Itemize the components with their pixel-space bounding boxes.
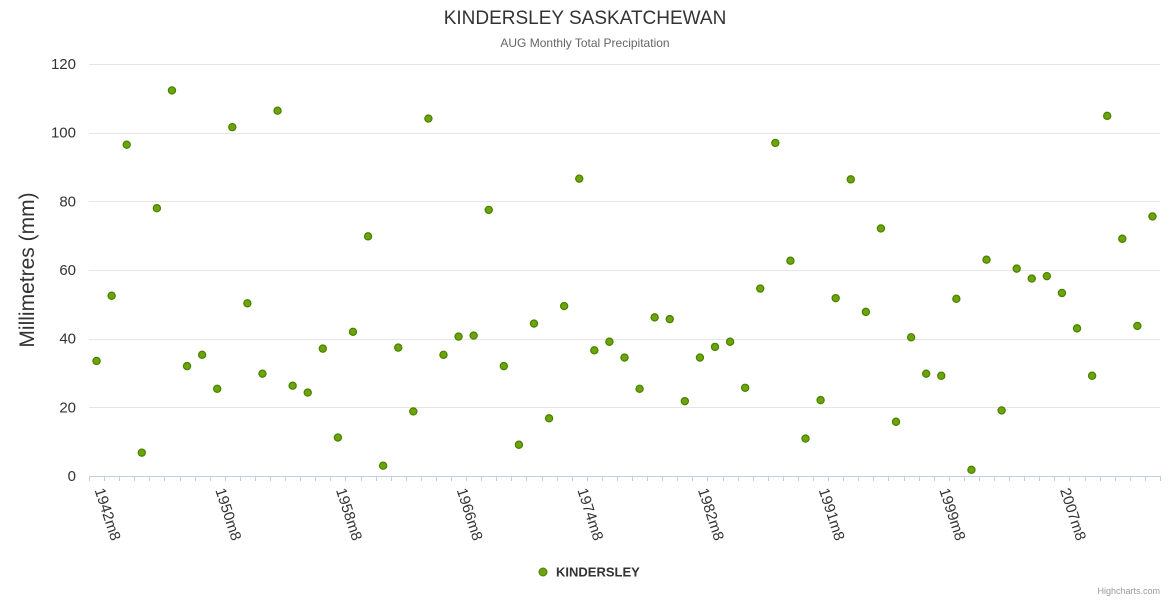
data-point[interactable] [1133,321,1142,331]
data-point[interactable] [213,384,222,393]
data-point[interactable] [725,337,735,346]
data-point[interactable] [997,406,1006,415]
data-point[interactable] [167,86,177,95]
data-point[interactable] [92,356,101,366]
y-tick-label: 100 [51,125,76,142]
data-point[interactable] [228,122,237,132]
data-point[interactable] [559,301,569,311]
data-point[interactable] [137,448,146,457]
data-point[interactable] [876,224,886,233]
data-point[interactable] [740,383,750,392]
data-point[interactable] [861,307,871,317]
data-point[interactable] [152,203,162,213]
chart-title: KINDERSLEY SASKATCHEWAN [444,8,727,29]
data-point[interactable] [846,175,855,184]
data-point[interactable] [982,255,991,264]
data-point[interactable] [499,361,509,371]
data-point[interactable] [258,369,267,378]
data-point[interactable] [273,106,282,115]
data-point[interactable] [1012,264,1021,273]
chart-subtitle: AUG Monthly Total Precipitation [500,36,669,50]
data-point[interactable] [891,417,901,426]
data-point[interactable] [937,371,946,380]
data-point[interactable] [1118,234,1127,243]
y-axis-tick-labels: 0 20 40 60 80 100 120 [51,56,76,485]
data-point[interactable] [454,332,463,341]
data-point[interactable] [952,294,961,304]
legend-marker-icon [538,567,548,577]
data-point[interactable] [1042,271,1052,281]
data-point[interactable] [288,381,297,390]
data-point[interactable] [439,350,448,360]
y-tick-label: 40 [59,331,76,348]
data-point[interactable] [1027,274,1036,283]
data-point[interactable] [695,353,705,362]
data-point[interactable] [394,343,403,352]
legend-label[interactable]: KINDERSLEY [556,565,640,580]
data-point[interactable] [348,327,358,336]
data-point[interactable] [771,138,780,148]
data-point[interactable] [635,384,644,393]
data-point[interactable] [756,284,765,293]
data-point[interactable] [409,407,418,416]
data-point[interactable] [484,205,493,215]
data-point[interactable] [710,342,720,352]
data-point[interactable] [1103,111,1112,121]
data-point[interactable] [107,291,116,300]
data-point[interactable] [620,353,629,362]
data-point[interactable] [831,293,840,303]
data-point[interactable] [1057,288,1067,298]
data-point[interactable] [378,461,388,470]
data-point[interactable] [575,174,584,183]
data-point[interactable] [544,414,554,423]
data-point[interactable] [197,350,207,360]
data-point[interactable] [665,314,674,324]
data-point[interactable] [1087,371,1097,380]
data-point[interactable] [182,361,192,371]
data-point[interactable] [786,256,795,265]
y-tick-label: 20 [59,399,76,416]
data-point[interactable] [303,388,312,397]
data-point[interactable] [906,333,916,342]
data-point[interactable] [680,396,690,406]
data-point[interactable] [122,140,131,149]
data-point[interactable] [424,114,433,123]
data-point[interactable] [363,232,373,241]
data-point[interactable] [469,331,478,340]
y-tick-label: 0 [68,468,76,485]
y-tick-label: 60 [59,262,76,279]
y-tick-label: 80 [59,193,76,210]
data-point[interactable] [801,434,810,443]
data-point[interactable] [967,465,976,475]
legend[interactable]: KINDERSLEY [538,565,640,580]
data-point[interactable] [514,440,524,449]
x-axis [89,476,1161,481]
data-point[interactable] [816,395,825,405]
data-point[interactable] [243,299,252,308]
y-axis-title: Millimetres (mm) [16,192,39,347]
credits-link[interactable]: Highcharts.com [1097,586,1160,596]
data-point[interactable] [1148,212,1157,221]
data-point[interactable] [605,337,614,346]
data-point[interactable] [333,433,343,442]
data-point[interactable] [529,319,539,328]
y-tick-label: 120 [51,56,76,73]
data-point[interactable] [318,344,328,353]
data-points [92,86,1157,475]
data-point[interactable] [650,313,659,322]
data-point[interactable] [1072,324,1082,333]
gridlines [89,64,1160,408]
data-point[interactable] [921,369,931,378]
data-point[interactable] [590,346,599,355]
